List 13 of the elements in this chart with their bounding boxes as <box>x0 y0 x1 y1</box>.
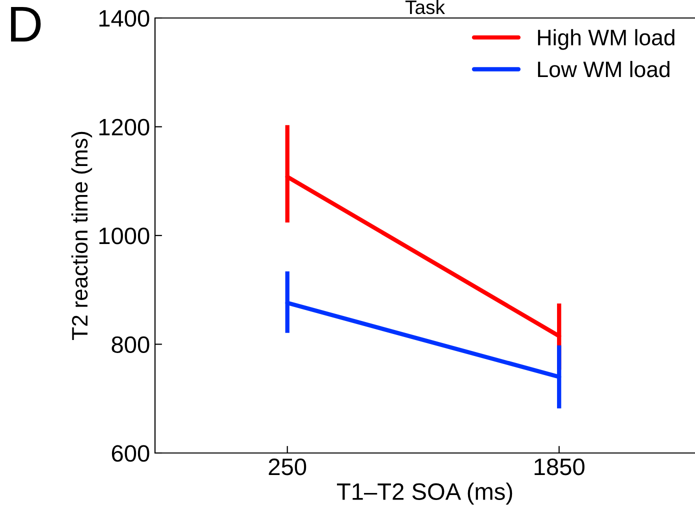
chart-title: Task <box>405 0 446 14</box>
legend-label: High WM load <box>538 29 674 50</box>
y-axis-title: T2 reaction time (ms) <box>71 132 92 340</box>
y-tick-label: 1400 <box>99 10 150 27</box>
y-tick-label: 600 <box>112 445 150 462</box>
y-tick-label: 1000 <box>99 228 150 244</box>
y-tick-label: 1200 <box>99 118 150 136</box>
x-tick-label: 1850 <box>534 458 584 476</box>
x-axis-title: T1–T2 SOA (ms) <box>336 482 512 505</box>
x-tick-label: 250 <box>268 458 306 476</box>
legend-label: Low WM load <box>538 60 670 78</box>
y-tick-label: 800 <box>112 336 150 354</box>
text: D <box>11 7 41 42</box>
